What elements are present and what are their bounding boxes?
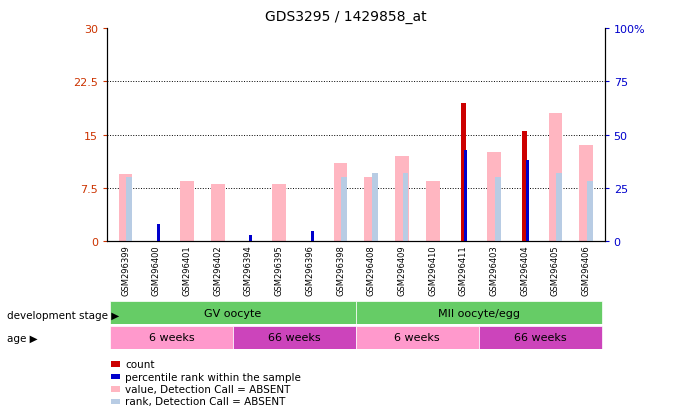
Bar	[495, 178, 500, 242]
Bar	[119, 174, 133, 242]
Text: rank, Detection Call = ABSENT: rank, Detection Call = ABSENT	[125, 396, 285, 406]
Bar	[556, 173, 562, 242]
Bar	[526, 161, 529, 242]
Bar	[356, 326, 479, 349]
Bar	[341, 178, 347, 242]
Text: MII oocyte/egg: MII oocyte/egg	[437, 308, 520, 318]
Bar	[461, 103, 466, 242]
Bar	[157, 225, 160, 242]
Bar	[579, 146, 593, 242]
Bar	[272, 185, 286, 242]
Bar	[549, 114, 562, 242]
Bar	[211, 185, 225, 242]
Bar	[395, 157, 409, 242]
Bar	[479, 326, 602, 349]
Text: development stage ▶: development stage ▶	[7, 310, 119, 320]
Bar	[110, 301, 356, 324]
Bar	[426, 181, 439, 242]
Bar	[364, 178, 378, 242]
Bar	[233, 326, 356, 349]
Text: 66 weeks: 66 weeks	[514, 332, 567, 343]
Bar	[249, 235, 252, 242]
Bar	[372, 173, 378, 242]
Text: percentile rank within the sample: percentile rank within the sample	[125, 372, 301, 382]
Text: count: count	[125, 359, 155, 369]
Text: age ▶: age ▶	[7, 333, 37, 343]
Bar	[522, 132, 527, 242]
Bar	[180, 181, 194, 242]
Bar	[587, 182, 593, 242]
Bar	[334, 164, 348, 242]
Text: 6 weeks: 6 weeks	[149, 332, 194, 343]
Bar	[126, 178, 132, 242]
Text: GDS3295 / 1429858_at: GDS3295 / 1429858_at	[265, 10, 426, 24]
Bar	[110, 326, 233, 349]
Bar	[487, 153, 501, 242]
Bar	[464, 150, 467, 242]
Bar	[311, 231, 314, 242]
Text: GV oocyte: GV oocyte	[205, 308, 262, 318]
Bar	[403, 173, 408, 242]
Text: 66 weeks: 66 weeks	[268, 332, 321, 343]
Text: 6 weeks: 6 weeks	[395, 332, 440, 343]
Bar	[356, 301, 602, 324]
Text: value, Detection Call = ABSENT: value, Detection Call = ABSENT	[125, 384, 290, 394]
